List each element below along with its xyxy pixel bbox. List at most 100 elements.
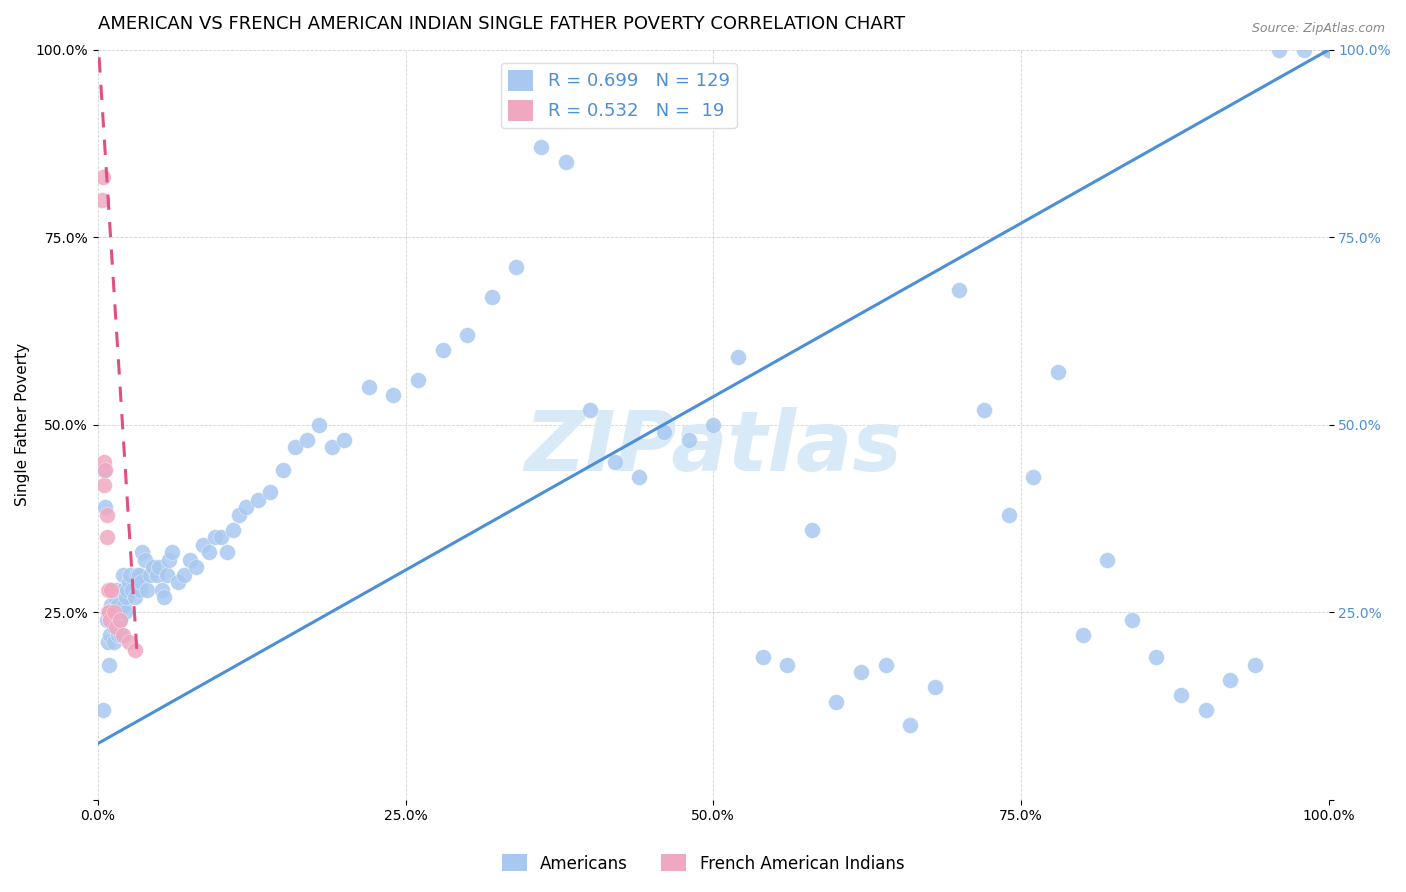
Point — [204, 530, 226, 544]
Point — [1317, 43, 1340, 57]
Point — [93, 463, 115, 477]
Point — [1292, 43, 1315, 57]
Point — [167, 575, 190, 590]
Point — [751, 650, 773, 665]
Point — [118, 635, 141, 649]
Point — [1317, 43, 1340, 57]
Point — [142, 560, 165, 574]
Point — [1317, 43, 1340, 57]
Point — [115, 591, 138, 605]
Point — [121, 582, 143, 597]
Point — [1317, 43, 1340, 57]
Point — [94, 500, 117, 515]
Point — [246, 492, 269, 507]
Point — [357, 380, 380, 394]
Point — [1317, 43, 1340, 57]
Point — [1317, 43, 1340, 57]
Text: ZIPatlas: ZIPatlas — [524, 407, 903, 488]
Point — [105, 620, 128, 634]
Point — [105, 605, 128, 619]
Point — [197, 545, 219, 559]
Point — [97, 582, 120, 597]
Point — [105, 582, 128, 597]
Point — [91, 703, 114, 717]
Point — [107, 628, 129, 642]
Point — [96, 530, 118, 544]
Point — [898, 718, 921, 732]
Point — [800, 523, 823, 537]
Point — [98, 613, 121, 627]
Point — [100, 598, 122, 612]
Point — [1317, 43, 1340, 57]
Point — [97, 605, 120, 619]
Point — [603, 455, 626, 469]
Point — [134, 553, 156, 567]
Point — [222, 523, 245, 537]
Point — [96, 613, 118, 627]
Point — [924, 680, 946, 694]
Point — [100, 582, 122, 597]
Point — [93, 455, 115, 469]
Point — [1095, 553, 1118, 567]
Point — [1317, 43, 1340, 57]
Point — [1317, 43, 1340, 57]
Point — [1170, 688, 1192, 702]
Point — [104, 591, 127, 605]
Y-axis label: Single Father Poverty: Single Father Poverty — [15, 343, 30, 507]
Point — [505, 260, 527, 275]
Point — [107, 598, 129, 612]
Point — [678, 433, 700, 447]
Point — [1317, 43, 1340, 57]
Point — [1268, 43, 1291, 57]
Point — [93, 477, 115, 491]
Point — [1317, 43, 1340, 57]
Point — [849, 665, 872, 680]
Point — [1317, 43, 1340, 57]
Point — [333, 433, 356, 447]
Point — [209, 530, 232, 544]
Point — [1317, 43, 1340, 57]
Point — [579, 402, 602, 417]
Point — [108, 613, 131, 627]
Point — [129, 575, 152, 590]
Point — [98, 628, 121, 642]
Point — [98, 582, 121, 597]
Point — [1243, 657, 1265, 672]
Point — [146, 567, 169, 582]
Point — [284, 440, 307, 454]
Point — [295, 433, 318, 447]
Point — [124, 642, 146, 657]
Point — [118, 575, 141, 590]
Point — [97, 635, 120, 649]
Point — [235, 500, 257, 515]
Point — [117, 582, 139, 597]
Point — [153, 591, 176, 605]
Text: Source: ZipAtlas.com: Source: ZipAtlas.com — [1251, 22, 1385, 36]
Point — [148, 560, 170, 574]
Point — [131, 545, 153, 559]
Point — [308, 417, 330, 432]
Point — [432, 343, 454, 357]
Point — [112, 598, 135, 612]
Point — [186, 560, 208, 574]
Point — [101, 605, 124, 619]
Text: AMERICAN VS FRENCH AMERICAN INDIAN SINGLE FATHER POVERTY CORRELATION CHART: AMERICAN VS FRENCH AMERICAN INDIAN SINGL… — [98, 15, 905, 33]
Point — [456, 327, 478, 342]
Point — [108, 613, 131, 627]
Legend: R = 0.699   N = 129, R = 0.532   N =  19: R = 0.699 N = 129, R = 0.532 N = 19 — [501, 62, 737, 128]
Legend: Americans, French American Indians: Americans, French American Indians — [495, 847, 911, 880]
Point — [191, 538, 214, 552]
Point — [98, 605, 121, 619]
Point — [160, 545, 183, 559]
Point — [1317, 43, 1340, 57]
Point — [1144, 650, 1167, 665]
Point — [1121, 613, 1143, 627]
Point — [321, 440, 343, 454]
Point — [114, 605, 136, 619]
Point — [1317, 43, 1340, 57]
Point — [1317, 43, 1340, 57]
Point — [1317, 43, 1340, 57]
Point — [118, 567, 141, 582]
Point — [1071, 628, 1094, 642]
Point — [128, 582, 150, 597]
